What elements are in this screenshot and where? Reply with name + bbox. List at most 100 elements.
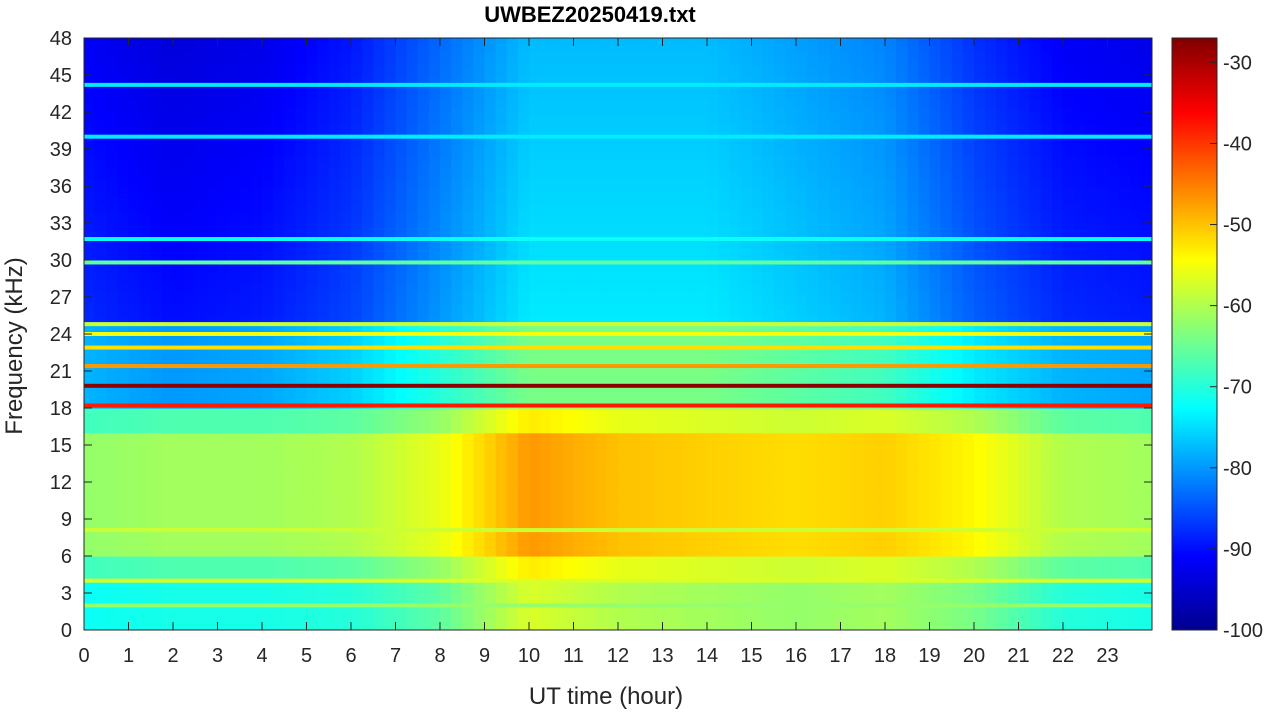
- heatmap-cell: [195, 574, 207, 582]
- heatmap-cell: [384, 136, 397, 144]
- heatmap-cell: [250, 593, 263, 600]
- heatmap-cell: [473, 105, 486, 113]
- heatmap-cell: [562, 124, 575, 132]
- heatmap-cell: [262, 488, 274, 495]
- heatmap-cell: [373, 266, 385, 273]
- heatmap-cell: [184, 512, 196, 520]
- heatmap-cell: [384, 451, 397, 458]
- heatmap-cell: [629, 130, 641, 138]
- heatmap-cell: [473, 623, 486, 630]
- heatmap-cell: [606, 426, 619, 434]
- heatmap-cell: [406, 377, 419, 384]
- heatmap-cell: [629, 284, 641, 292]
- heatmap-cell: [362, 346, 374, 354]
- heatmap-cell: [506, 247, 519, 255]
- heatmap-cell: [295, 223, 308, 230]
- heatmap-cell: [306, 118, 319, 125]
- heatmap-cell: [373, 346, 385, 354]
- heatmap-cell: [584, 426, 597, 434]
- heatmap-cell: [161, 315, 174, 323]
- heatmap-cell: [595, 229, 608, 236]
- heatmap-cell: [184, 99, 196, 107]
- heatmap-cell: [517, 543, 530, 551]
- heatmap-cell: [195, 99, 207, 107]
- heatmap-cell: [506, 352, 519, 360]
- heatmap-cell: [540, 432, 552, 440]
- heatmap-cell: [473, 186, 486, 193]
- heatmap-cell: [250, 290, 263, 298]
- heatmap-cell: [417, 155, 430, 162]
- heatmap-cell: [618, 617, 630, 625]
- heatmap-cell: [428, 611, 441, 619]
- heatmap-cell: [295, 303, 308, 310]
- heatmap-cell: [161, 358, 174, 366]
- heatmap-cell: [618, 377, 630, 384]
- heatmap-cell: [529, 340, 541, 347]
- heatmap-cell: [540, 457, 552, 465]
- heatmap-cell: [128, 377, 141, 384]
- heatmap-cell: [328, 451, 341, 458]
- heatmap-cell: [484, 438, 497, 446]
- heatmap-cell: [484, 179, 497, 187]
- heatmap-cell: [484, 136, 497, 144]
- heatmap-cell: [473, 500, 486, 508]
- heatmap-cell: [495, 247, 508, 255]
- heatmap-cell: [618, 494, 630, 502]
- heatmap-cell: [106, 426, 118, 434]
- heatmap-cell: [584, 118, 597, 125]
- heatmap-cell: [250, 605, 263, 613]
- heatmap-cell: [117, 531, 130, 539]
- heatmap-cell: [351, 241, 363, 249]
- heatmap-cell: [506, 93, 519, 101]
- heatmap-cell: [295, 426, 308, 434]
- heatmap-cell: [651, 599, 664, 606]
- heatmap-cell: [84, 562, 96, 569]
- heatmap-cell: [317, 389, 330, 397]
- heatmap-cell: [228, 112, 241, 119]
- heatmap-cell: [529, 68, 541, 76]
- heatmap-cell: [95, 531, 107, 539]
- heatmap-cell: [406, 290, 419, 298]
- heatmap-cell: [295, 334, 308, 341]
- heatmap-cell: [384, 278, 397, 286]
- heatmap-cell: [306, 457, 319, 465]
- heatmap-cell: [284, 62, 296, 70]
- heatmap-cell: [573, 617, 586, 625]
- heatmap-cell: [584, 210, 597, 218]
- heatmap-cell: [262, 445, 274, 452]
- heatmap-cell: [495, 574, 508, 582]
- heatmap-cell: [451, 352, 463, 360]
- heatmap-cell: [206, 38, 219, 45]
- heatmap-cell: [573, 364, 586, 372]
- heatmap-cell: [629, 303, 641, 310]
- heatmap-cell: [117, 549, 130, 557]
- heatmap-cell: [573, 395, 586, 403]
- heatmap-cell: [117, 494, 130, 502]
- heatmap-cell: [139, 44, 152, 51]
- heatmap-cell: [284, 494, 296, 502]
- heatmap-cell: [651, 303, 664, 310]
- heatmap-cell: [84, 605, 96, 613]
- heatmap-cell: [495, 75, 508, 82]
- heatmap-cell: [551, 568, 563, 576]
- heatmap-cell: [462, 241, 474, 249]
- heatmap-cell: [95, 136, 107, 144]
- heatmap-cell: [161, 210, 174, 218]
- heatmap-cell: [451, 266, 463, 273]
- heatmap-cell: [351, 198, 363, 206]
- heatmap-cell: [339, 358, 352, 366]
- heatmap-cell: [640, 432, 652, 440]
- heatmap-cell: [295, 617, 308, 625]
- heatmap-cell: [184, 364, 196, 372]
- heatmap-cell: [495, 272, 508, 280]
- heatmap-cell: [440, 130, 452, 138]
- heatmap-cell: [228, 68, 241, 76]
- heatmap-cell: [150, 315, 163, 323]
- heatmap-cell: [306, 377, 319, 384]
- heatmap-cell: [306, 142, 319, 150]
- heatmap-cell: [451, 309, 463, 317]
- heatmap-cell: [239, 99, 252, 107]
- heatmap-cell: [273, 303, 285, 310]
- heatmap-cell: [239, 56, 252, 64]
- heatmap-cell: [284, 50, 296, 58]
